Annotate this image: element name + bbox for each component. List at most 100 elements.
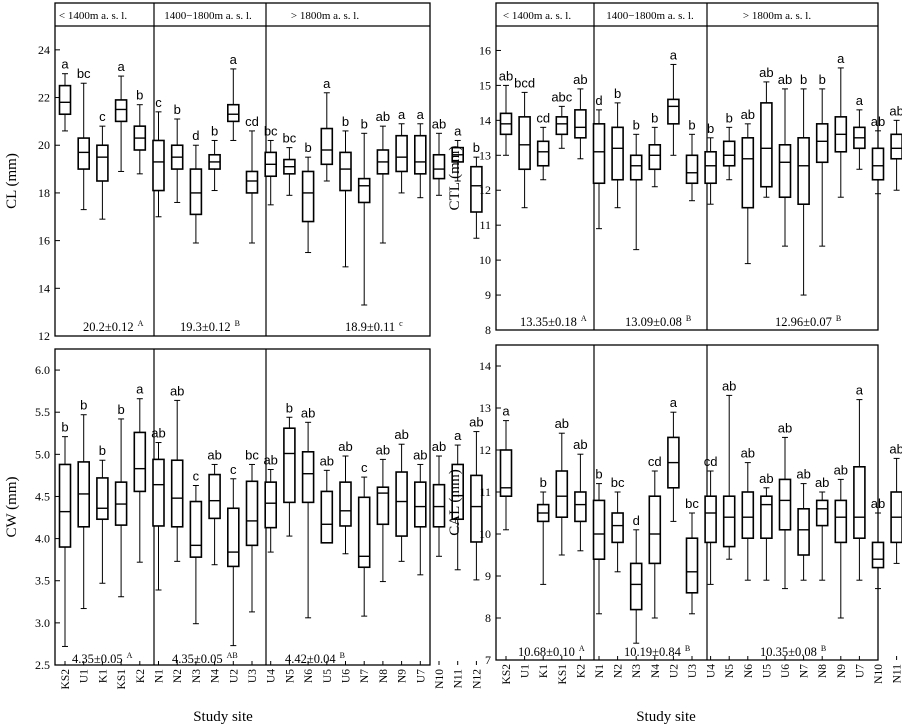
- x-tick-label: N5: [284, 669, 296, 683]
- x-tick-label: U1: [520, 664, 532, 678]
- significance-letter: ab: [722, 378, 736, 393]
- significance-letter: a: [454, 123, 462, 138]
- box: [518, 116, 531, 171]
- significance-letter: b: [614, 86, 621, 101]
- y-axis-label: CW (mm): [4, 477, 20, 538]
- box: [499, 449, 513, 498]
- y-tick-label: 11: [479, 485, 491, 499]
- significance-letter: bcd: [514, 75, 535, 90]
- plot-frame: [54, 2, 431, 337]
- y-tick-label: 11: [479, 218, 491, 232]
- box: [871, 541, 885, 569]
- significance-letter: ab: [151, 426, 165, 441]
- group-mean-superscript: B: [235, 319, 240, 328]
- x-tick-label: N7: [799, 664, 811, 678]
- significance-letter: ab: [432, 116, 446, 131]
- x-tick-label: N2: [172, 669, 184, 683]
- box: [432, 153, 446, 180]
- group-mean-superscript: A: [138, 319, 144, 328]
- x-tick-label: N12: [471, 669, 483, 689]
- x-tick-label: K1: [97, 669, 109, 683]
- box: [722, 495, 736, 548]
- significance-letter: a: [417, 107, 425, 122]
- box: [741, 491, 755, 540]
- significance-letter: ab: [499, 68, 513, 83]
- x-tick-label: N4: [650, 664, 662, 678]
- x-tick-label: N11: [453, 669, 465, 689]
- significance-letter: ab: [889, 103, 902, 118]
- significance-letter: a: [502, 404, 510, 419]
- significance-letter: a: [230, 52, 238, 67]
- x-tick-label: U7: [415, 669, 427, 683]
- significance-letter: b: [800, 72, 807, 87]
- group-mean-label: 10.68±0.10 A: [518, 644, 585, 659]
- group-header-label: < 1400m a. s. l.: [503, 10, 571, 22]
- x-tick-label: U6: [780, 664, 792, 678]
- plot-frame: [495, 344, 879, 661]
- box: [170, 459, 184, 528]
- box: [778, 144, 792, 199]
- significance-letter: ab: [871, 114, 885, 129]
- significance-letter: ab: [573, 437, 587, 452]
- significance-letter: b: [211, 123, 218, 138]
- x-tick-label: N2: [613, 664, 625, 678]
- box: [301, 451, 315, 504]
- x-tick-label: N3: [631, 664, 643, 678]
- y-tick-label: 3.5: [35, 574, 50, 588]
- significance-letter: a: [136, 382, 144, 397]
- box: [114, 99, 128, 123]
- group-mean-superscript: A: [579, 644, 585, 653]
- y-tick-label: 14: [38, 281, 50, 295]
- significance-letter: ab: [432, 439, 446, 454]
- x-tick-label: K2: [135, 669, 147, 683]
- x-tick-label: N8: [817, 664, 829, 678]
- group-mean-value: 19.3±0.12: [180, 320, 231, 334]
- group-mean-value: 20.2±0.12: [83, 320, 134, 334]
- significance-letter: cd: [536, 110, 550, 125]
- y-tick-label: 16: [38, 234, 50, 248]
- significance-letter: b: [540, 475, 547, 490]
- box: [470, 474, 483, 543]
- x-tick-label: U6: [341, 669, 353, 683]
- group-mean-value: 10.19±0.84: [624, 645, 682, 659]
- significance-letter: b: [651, 110, 658, 125]
- significance-letter: ab: [834, 462, 848, 477]
- box: [853, 465, 866, 539]
- y-tick-label: 12: [38, 329, 50, 343]
- significance-letter: ab: [263, 453, 277, 468]
- y-tick-label: 15: [479, 78, 491, 92]
- box: [741, 137, 755, 209]
- significance-letter: ab: [320, 453, 334, 468]
- x-tick-label: U7: [854, 664, 866, 678]
- y-tick-label: 8: [485, 323, 491, 337]
- significance-letter: b: [136, 88, 143, 103]
- significance-letter: c: [99, 109, 106, 124]
- box: [320, 127, 334, 166]
- x-tick-label: N6: [303, 669, 315, 683]
- x-tick-label: KS1: [557, 664, 569, 685]
- x-tick-label: U2: [668, 664, 680, 678]
- x-tick-label: N11: [892, 664, 902, 684]
- y-tick-label: 18: [38, 186, 50, 200]
- significance-letter: ab: [778, 420, 792, 435]
- box: [152, 139, 165, 192]
- box: [760, 102, 773, 188]
- y-tick-label: 10: [479, 253, 491, 267]
- y-tick-label: 14: [479, 359, 491, 373]
- box: [301, 170, 315, 223]
- x-tick-label: N7: [359, 669, 371, 683]
- significance-letter: a: [398, 107, 406, 122]
- significance-letter: ab: [741, 446, 755, 461]
- box: [395, 471, 408, 537]
- x-tick-label: U5: [322, 669, 334, 683]
- significance-letter: d: [595, 93, 602, 108]
- box: [451, 463, 465, 521]
- group-mean-superscript: A: [127, 651, 133, 660]
- x-tick-label: KS1: [116, 669, 128, 690]
- y-tick-label: 6.0: [35, 363, 50, 377]
- group-mean-value: 4.35±0.05: [172, 652, 223, 666]
- group-mean-label: 4.35±0.05 AB: [172, 651, 238, 666]
- group-mean-value: 13.09±0.08: [625, 315, 682, 329]
- box: [797, 137, 810, 206]
- box: [245, 480, 259, 547]
